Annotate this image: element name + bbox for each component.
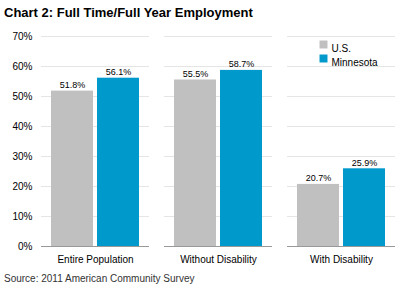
svg-text:30%: 30% xyxy=(12,151,32,162)
svg-text:40%: 40% xyxy=(12,121,32,132)
svg-text:20%: 20% xyxy=(12,181,32,192)
svg-text:With Disability: With Disability xyxy=(310,254,373,265)
svg-text:25.9%: 25.9% xyxy=(352,158,378,168)
svg-text:Minnesota: Minnesota xyxy=(332,57,379,68)
svg-text:58.7%: 58.7% xyxy=(229,59,255,69)
svg-text:50%: 50% xyxy=(12,91,32,102)
svg-text:51.8%: 51.8% xyxy=(60,80,86,90)
svg-text:60%: 60% xyxy=(12,61,32,72)
svg-text:U.S.: U.S. xyxy=(332,43,351,54)
svg-text:56.1%: 56.1% xyxy=(106,67,132,77)
html-text:Source: 2011 American Communit: Source: 2011 American Community Survey xyxy=(4,273,195,284)
svg-text:55.5%: 55.5% xyxy=(183,69,209,79)
svg-text:Without Disability: Without Disability xyxy=(180,254,257,265)
svg-text:0%: 0% xyxy=(18,241,33,252)
svg-text:20.7%: 20.7% xyxy=(306,173,332,183)
svg-text:Entire Population: Entire Population xyxy=(57,254,133,265)
svg-text:70%: 70% xyxy=(12,31,32,42)
html-text:Chart 2: Full Time/Full Year E: Chart 2: Full Time/Full Year Employment xyxy=(4,5,253,20)
svg-text:10%: 10% xyxy=(12,211,32,222)
